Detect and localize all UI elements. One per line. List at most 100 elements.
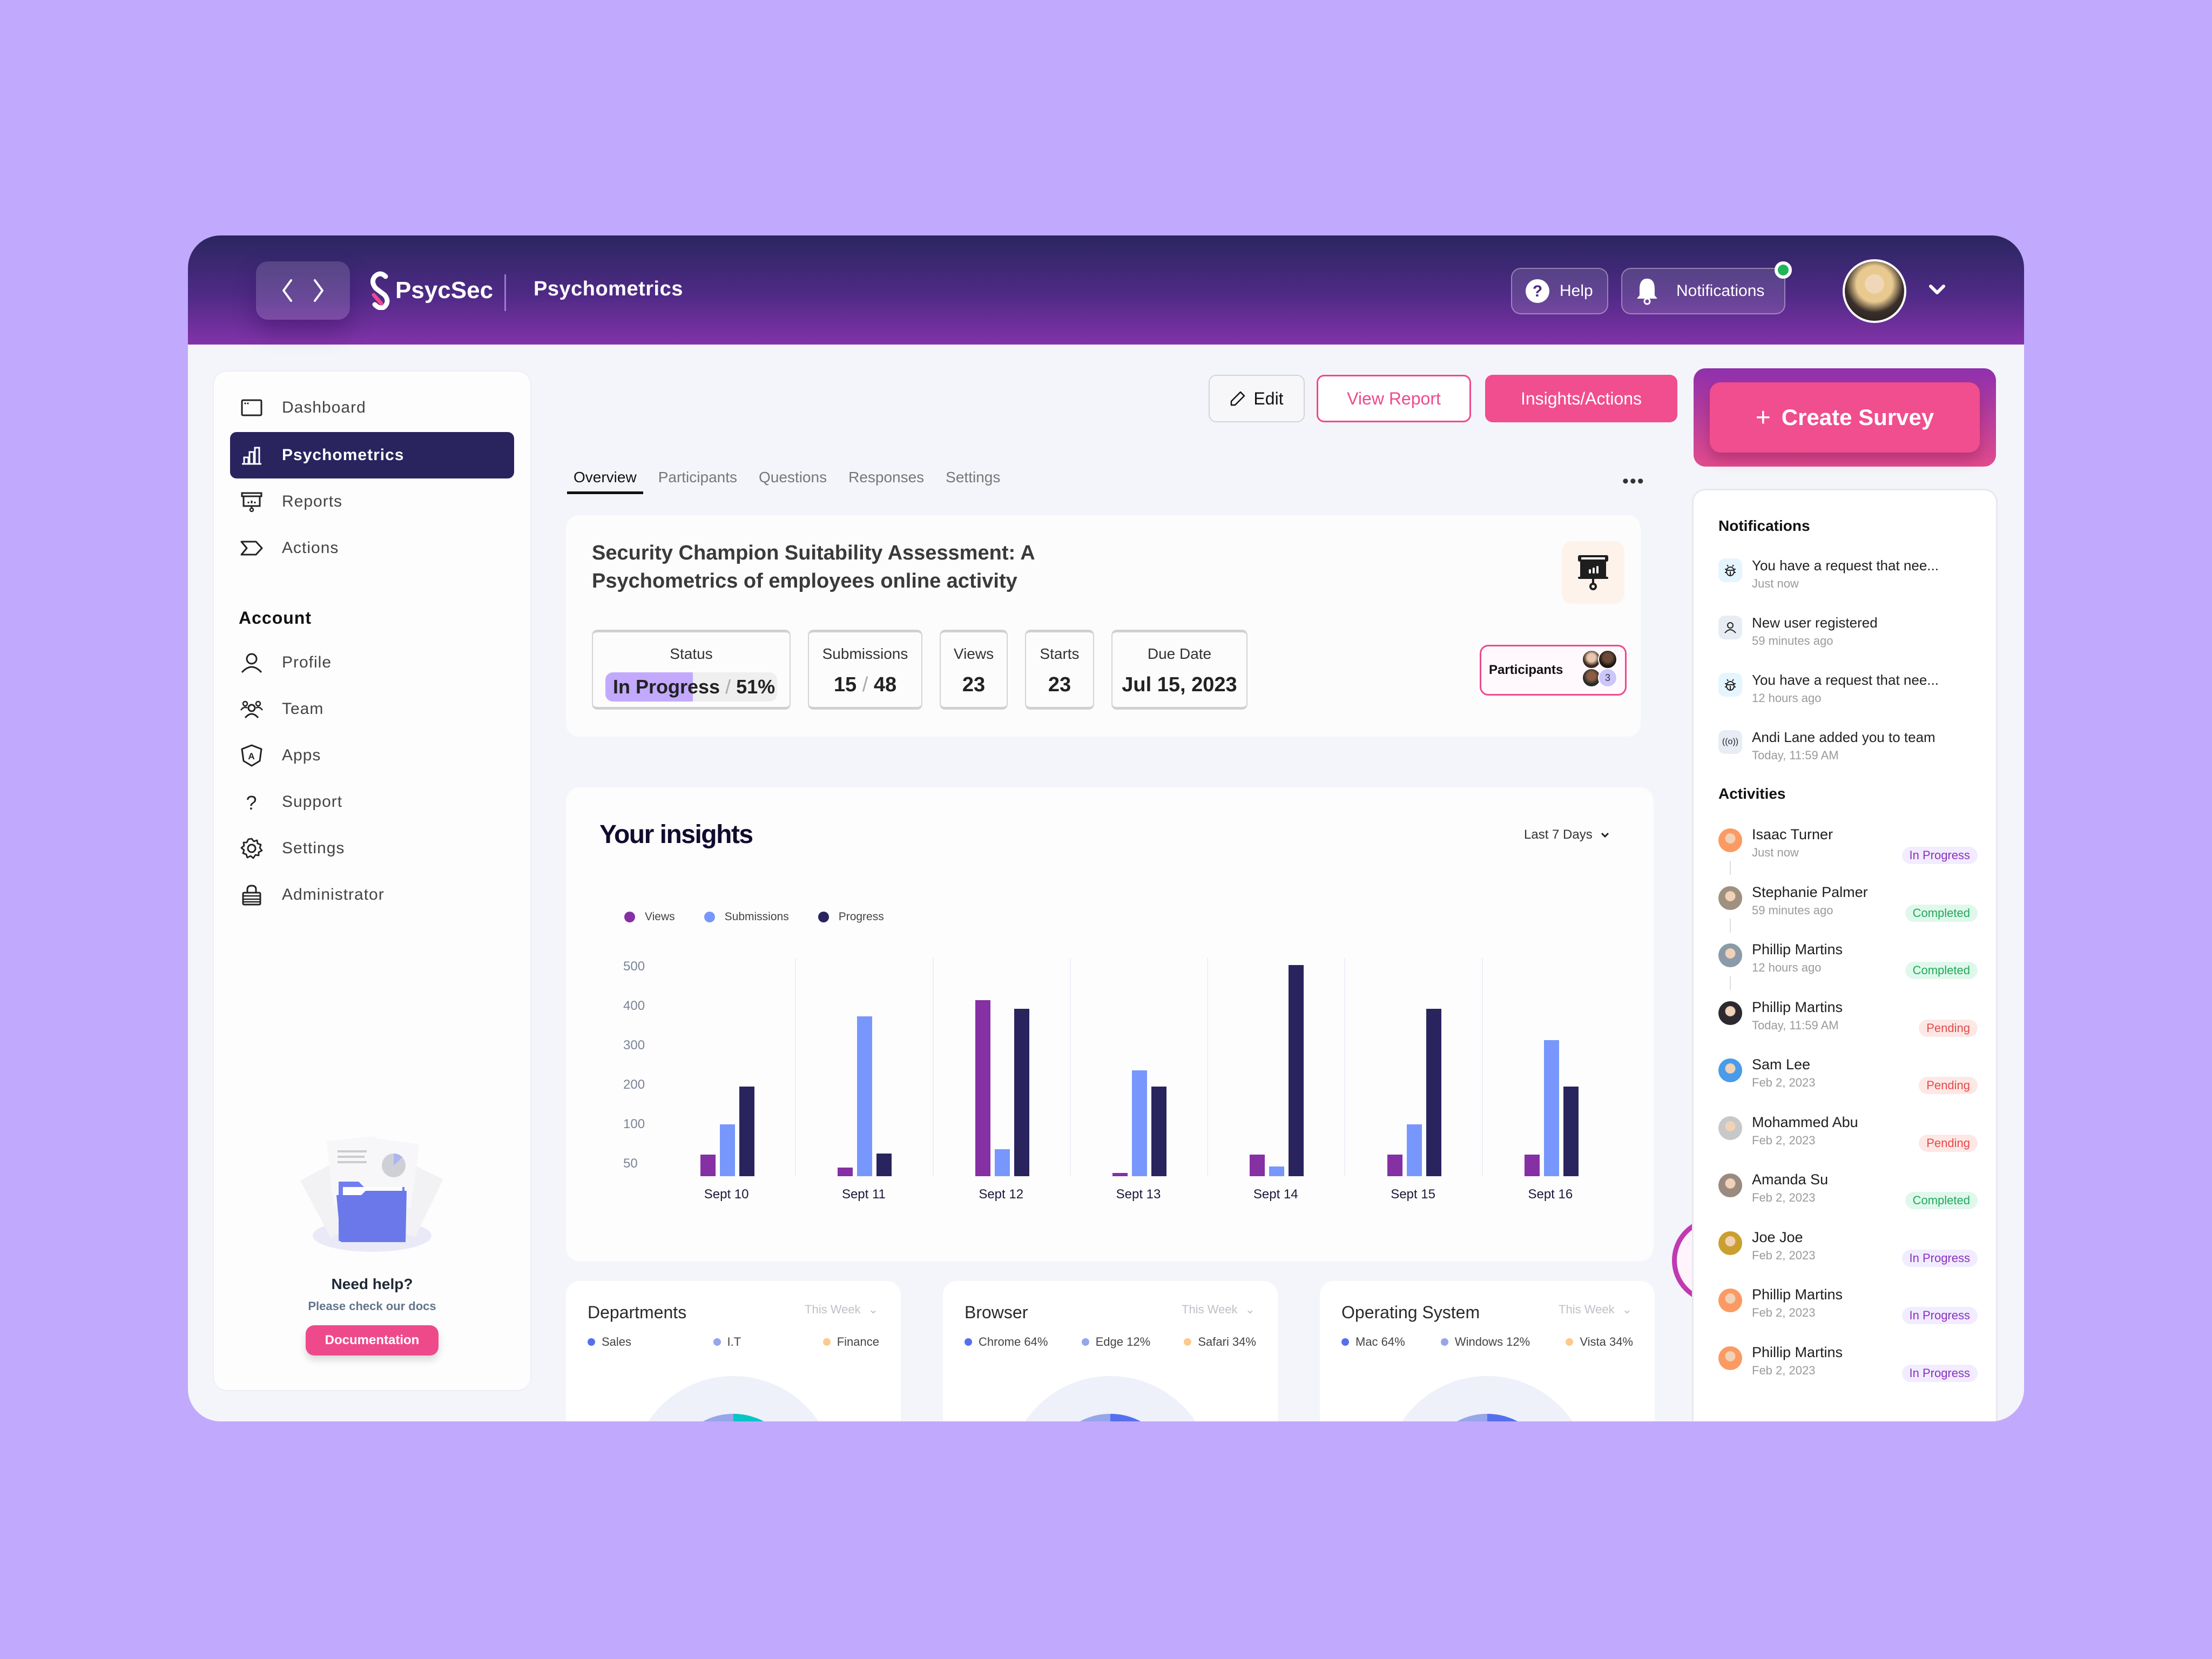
survey-icon-box (1562, 541, 1624, 604)
bar-views[interactable] (975, 1000, 990, 1176)
card-title: Browser (965, 1303, 1028, 1322)
grid-separator (1069, 958, 1071, 1176)
edit-button[interactable]: Edit (1209, 375, 1305, 422)
participants-button[interactable]: Participants 3 (1480, 645, 1627, 696)
submissions-stat: Submissions 15 / 48 (808, 630, 922, 710)
sidebar-item-actions[interactable]: Actions (230, 525, 514, 571)
bar-submissions[interactable] (994, 1149, 1010, 1176)
sidebar-item-administrator[interactable]: Administrator (230, 872, 514, 918)
activity-item[interactable]: Sam Lee Feb 2, 2023 Pending (1718, 1056, 1978, 1112)
activity-item[interactable]: Phillip Martins Feb 2, 2023 In Progress (1718, 1344, 1978, 1400)
activity-item[interactable]: Isaac Turner Just now In Progress (1718, 826, 1978, 882)
tab-overview[interactable]: Overview (567, 469, 643, 494)
bar-views[interactable] (700, 1155, 716, 1176)
bar-views[interactable] (1112, 1173, 1128, 1176)
activity-item[interactable]: Phillip Martins Feb 2, 2023 In Progress (1718, 1286, 1978, 1343)
range-dropdown[interactable]: This Week ⌄ (1182, 1303, 1255, 1316)
notification-item[interactable]: You have a request that nee... Just now (1718, 557, 1978, 607)
activity-item[interactable]: Amanda Su Feb 2, 2023 Completed (1718, 1171, 1978, 1228)
logo[interactable]: PsycSec (369, 271, 493, 310)
avatar (1718, 1346, 1742, 1370)
activity-item[interactable]: Mohammed Abu Feb 2, 2023 Pending (1718, 1114, 1978, 1170)
app-name: PsycSec (395, 277, 494, 304)
presentation-icon (241, 492, 262, 512)
sidebar-item-dashboard[interactable]: Dashboard (230, 385, 514, 431)
y-tick: 500 (623, 959, 645, 974)
status-badge: In Progress (1901, 1364, 1978, 1382)
back-arrow-icon[interactable] (279, 278, 295, 303)
create-survey-button[interactable]: + Create Survey (1710, 382, 1980, 453)
range-dropdown[interactable]: This Week ⌄ (805, 1303, 878, 1316)
range-dropdown[interactable]: Last 7 Days (1524, 827, 1610, 842)
bar-progress[interactable] (739, 1087, 755, 1176)
bar-views[interactable] (838, 1168, 853, 1176)
bar-progress[interactable] (876, 1154, 892, 1176)
documentation-button[interactable]: Documentation (305, 1325, 439, 1355)
view-report-button[interactable]: View Report (1317, 375, 1471, 422)
insights-actions-button[interactable]: Insights/Actions (1485, 375, 1677, 422)
sidebar-item-team[interactable]: Team (230, 686, 514, 732)
svg-text:?: ? (1533, 282, 1542, 300)
chevron-down-icon[interactable] (1928, 283, 1946, 297)
presentation-chart-icon (1578, 555, 1608, 590)
bar-views[interactable] (1387, 1155, 1402, 1176)
notification-item[interactable]: New user registered 59 minutes ago (1718, 615, 1978, 664)
activity-name: Phillip Martins (1752, 941, 1843, 957)
lock-icon (242, 885, 261, 906)
range-label: Last 7 Days (1524, 827, 1593, 842)
activity-item[interactable]: Phillip Martins Today, 11:59 AM Pending (1718, 999, 1978, 1055)
bar-progress[interactable] (1563, 1087, 1579, 1176)
forward-arrow-icon[interactable] (311, 278, 327, 303)
bar-progress[interactable] (1426, 1008, 1441, 1176)
bar-submissions[interactable] (1406, 1124, 1422, 1176)
sidebar-item-apps[interactable]: A Apps (230, 732, 514, 779)
tab-participants[interactable]: Participants (658, 469, 737, 485)
bar-progress[interactable] (1289, 965, 1304, 1176)
status-badge: Pending (1919, 1019, 1978, 1037)
notification-item[interactable]: You have a request that nee... 12 hours … (1718, 672, 1978, 721)
tab-responses[interactable]: Responses (848, 469, 925, 485)
sidebar-item-profile[interactable]: Profile (230, 639, 514, 686)
help-button[interactable]: ? Help (1511, 268, 1608, 314)
bar-submissions[interactable] (857, 1016, 873, 1176)
svg-text:A: A (248, 751, 255, 761)
sidebar-item-psychometrics[interactable]: Psychometrics (230, 432, 514, 478)
sidebar-item-reports[interactable]: Reports (230, 478, 514, 525)
activity-item[interactable]: Joe Joe Feb 2, 2023 In Progress (1718, 1229, 1978, 1285)
bar-views[interactable] (1250, 1155, 1265, 1176)
bar-submissions[interactable] (1132, 1070, 1147, 1176)
sidebar-item-settings[interactable]: Settings (230, 825, 514, 872)
notification-item[interactable]: ((o)) Andi Lane added you to team Today,… (1718, 729, 1978, 779)
tab-questions[interactable]: Questions (759, 469, 827, 485)
more-options-icon[interactable]: ••• (1622, 471, 1645, 491)
card-legend: Chrome 64% Edge 12% Safari 34% (965, 1335, 1256, 1349)
activity-item[interactable]: Stephanie Palmer 59 minutes ago Completed (1718, 884, 1978, 940)
question-circle-icon: ? (1526, 279, 1549, 303)
user-avatar[interactable] (1843, 259, 1906, 323)
sidebar-label: Psychometrics (282, 446, 404, 464)
insights-title: Your insights (599, 820, 753, 849)
activity-time: 12 hours ago (1752, 961, 1822, 974)
y-tick: 200 (623, 1077, 645, 1092)
notifications-button[interactable]: Notifications (1621, 261, 1792, 314)
range-dropdown[interactable]: This Week ⌄ (1559, 1303, 1632, 1316)
grid-separator (932, 958, 934, 1176)
user-icon (1718, 616, 1742, 639)
folder-documents-icon (300, 1136, 443, 1252)
donut-chart (1385, 1376, 1590, 1421)
bar-progress[interactable] (1151, 1087, 1166, 1176)
bug-icon (1718, 673, 1742, 697)
bar-submissions[interactable] (720, 1124, 736, 1176)
activity-item[interactable]: Phillip Martins 12 hours ago Completed (1718, 941, 1978, 997)
bar-submissions[interactable] (1269, 1166, 1285, 1176)
tab-settings[interactable]: Settings (946, 469, 1001, 485)
views-stat: Views 23 (940, 630, 1008, 710)
sidebar-item-support[interactable]: ? Support (230, 779, 514, 825)
bar-progress[interactable] (1014, 1008, 1029, 1176)
departments-card: Departments This Week ⌄ Sales I.T Finance (566, 1281, 901, 1421)
notification-dot (1775, 261, 1792, 279)
need-help-title: Need help? (331, 1276, 413, 1292)
bar-submissions[interactable] (1543, 1040, 1559, 1176)
bar-views[interactable] (1524, 1155, 1540, 1176)
participants-label: Participants (1489, 663, 1563, 677)
